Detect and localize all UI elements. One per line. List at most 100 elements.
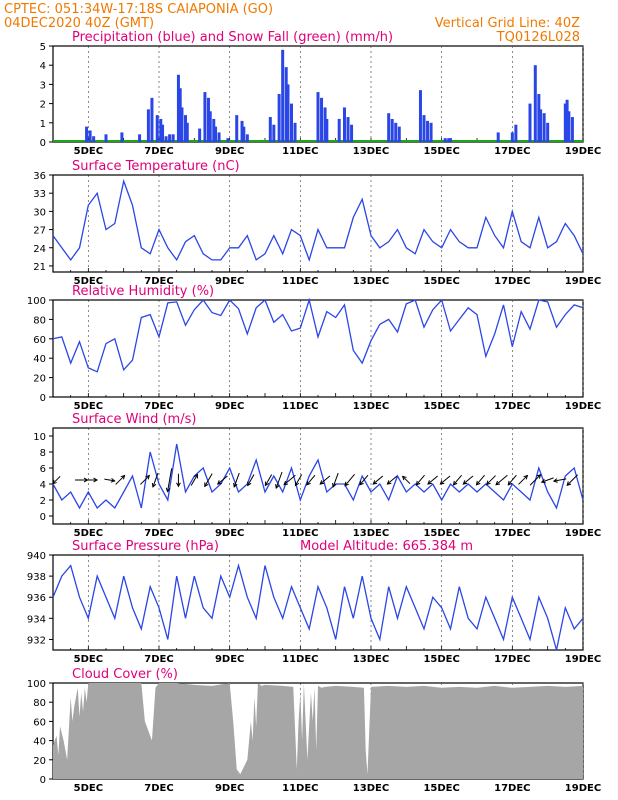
- press-panel: Surface Pressure (hPa) Model Altitude: 66…: [27, 539, 601, 665]
- wind-arrow: [529, 474, 542, 486]
- wind-arrow: [176, 473, 181, 488]
- rh-ytick-label: 60: [33, 335, 46, 346]
- wind-arrow-head: [204, 482, 209, 488]
- wind-arrow: [140, 474, 151, 485]
- press-xtick-label: 13DEC: [353, 654, 389, 665]
- precip-bar: [422, 115, 426, 142]
- precip-ytick-label: 2: [40, 100, 46, 111]
- precip-bar: [449, 138, 452, 142]
- cloud-ytick-label: 80: [33, 698, 46, 709]
- wind-arrow-head: [233, 482, 238, 488]
- precip-bar: [212, 118, 216, 142]
- cloud-xtick-label: 17DEC: [494, 783, 530, 794]
- cloud-xtick-label: 19DEC: [565, 783, 601, 794]
- wind-title: Surface Wind (m/s): [72, 412, 196, 427]
- press-xtick-label: 15DEC: [423, 654, 459, 665]
- wind-xtick-label: 7DEC: [144, 528, 173, 539]
- wind-arrow-shaft: [529, 474, 541, 486]
- wind-arrow-head: [495, 480, 501, 486]
- panels: Precipitation (blue) and Snow Fall (gree…: [27, 30, 601, 794]
- temp-ytick-label: 33: [33, 189, 46, 200]
- precip-bar: [104, 134, 108, 142]
- precip-bar: [293, 122, 297, 142]
- wind-arrow-shaft: [416, 474, 425, 486]
- precip-bar: [235, 115, 239, 142]
- temp-title: Surface Temperature (nC): [72, 159, 240, 174]
- cloud-xtick-label: 7DEC: [144, 783, 173, 794]
- wind-arrow: [344, 474, 355, 487]
- precip-bar: [316, 92, 320, 142]
- precip-bar: [208, 111, 212, 142]
- wind-arrow: [264, 474, 273, 487]
- press-xtick-label: 19DEC: [565, 654, 601, 665]
- precip-ytick-label: 0: [40, 138, 46, 149]
- precip-bar: [180, 107, 184, 142]
- temp-xtick-label: 5DEC: [74, 276, 103, 287]
- rh-ytick-label: 100: [27, 296, 46, 307]
- wind-arrow: [372, 475, 384, 485]
- wind-arrow-shaft: [402, 475, 411, 485]
- wind-arrow-shaft: [507, 474, 517, 486]
- precip-bar: [176, 74, 180, 142]
- precip-bar: [337, 118, 341, 142]
- wind-arrow-shaft: [204, 473, 213, 487]
- wind-arrow-head: [110, 478, 116, 483]
- wind-xtick-label: 15DEC: [423, 528, 459, 539]
- precip-bar: [346, 117, 350, 142]
- precip-bar: [268, 117, 272, 142]
- cloud-ytick-label: 20: [33, 756, 46, 767]
- wind-arrow-shaft: [427, 475, 438, 485]
- wind-arrow-shaft: [319, 475, 331, 485]
- wind-arrow: [294, 474, 303, 487]
- precip-bar: [171, 134, 175, 142]
- temp-xtick-label: 11DEC: [282, 276, 318, 287]
- precip-ytick-label: 3: [40, 80, 46, 91]
- wind-arrow-shaft: [372, 475, 384, 485]
- precip-bar: [397, 126, 401, 142]
- precip-bar: [567, 111, 571, 142]
- precip-bar: [343, 107, 346, 142]
- wind-arrow-shaft: [359, 474, 369, 486]
- precip-bar: [217, 132, 221, 142]
- precip-bar: [240, 120, 244, 142]
- wind-arrow-shaft: [332, 472, 339, 488]
- wind-arrow-shaft: [152, 472, 159, 488]
- wind-arrow-head: [319, 480, 325, 485]
- precip-bar: [242, 126, 246, 142]
- precip-bar: [565, 99, 569, 142]
- precip-bar: [429, 122, 433, 142]
- wind-arrow: [552, 478, 567, 483]
- temp-xtick-label: 15DEC: [423, 276, 459, 287]
- precip-bar: [563, 103, 567, 142]
- wind-arrow: [452, 474, 462, 486]
- temp-panel: Surface Temperature (nC) 5DEC 7DEC 9DEC 11DE…: [33, 159, 601, 287]
- temp-ytick-label: 27: [33, 226, 46, 237]
- wind-arrow-shaft: [463, 475, 474, 485]
- press-xtick-label: 5DEC: [74, 654, 103, 665]
- wind-ytick-label: 2: [40, 496, 46, 507]
- wind-ytick-label: 4: [40, 480, 46, 491]
- precip-xtick-label: 17DEC: [494, 146, 530, 157]
- wind-arrow: [415, 474, 425, 486]
- wind-arrow-head: [475, 480, 481, 486]
- press-xtick-label: 11DEC: [282, 654, 318, 665]
- precip-bar: [88, 130, 92, 142]
- cloud-panel: Cloud Cover (%) 5DEC 7DEC 9DEC 11DEC 13DEC 15D…: [27, 667, 601, 794]
- wind-arrow-shaft: [283, 474, 296, 486]
- wind-arrow-shaft: [306, 474, 316, 486]
- wind-arrow-head: [151, 482, 157, 488]
- wind-arrow: [74, 477, 89, 483]
- precip-bar: [146, 109, 150, 142]
- wind-arrow-shaft: [52, 475, 61, 485]
- wind-arrow-head: [523, 474, 529, 480]
- wind-arrow-head: [415, 480, 421, 486]
- wind-arrow-shaft: [167, 468, 173, 492]
- precip-bar: [426, 120, 430, 142]
- rh-panel: Relative Humidity (%) 5DEC 7DEC 9DEC 11DEC 13…: [27, 284, 601, 412]
- wind-arrow-head: [264, 481, 270, 487]
- precip-bar: [533, 65, 537, 142]
- wind-arrow: [540, 477, 554, 484]
- temp-series-line: [52, 178, 584, 262]
- cloud-ytick-label: 60: [33, 717, 46, 728]
